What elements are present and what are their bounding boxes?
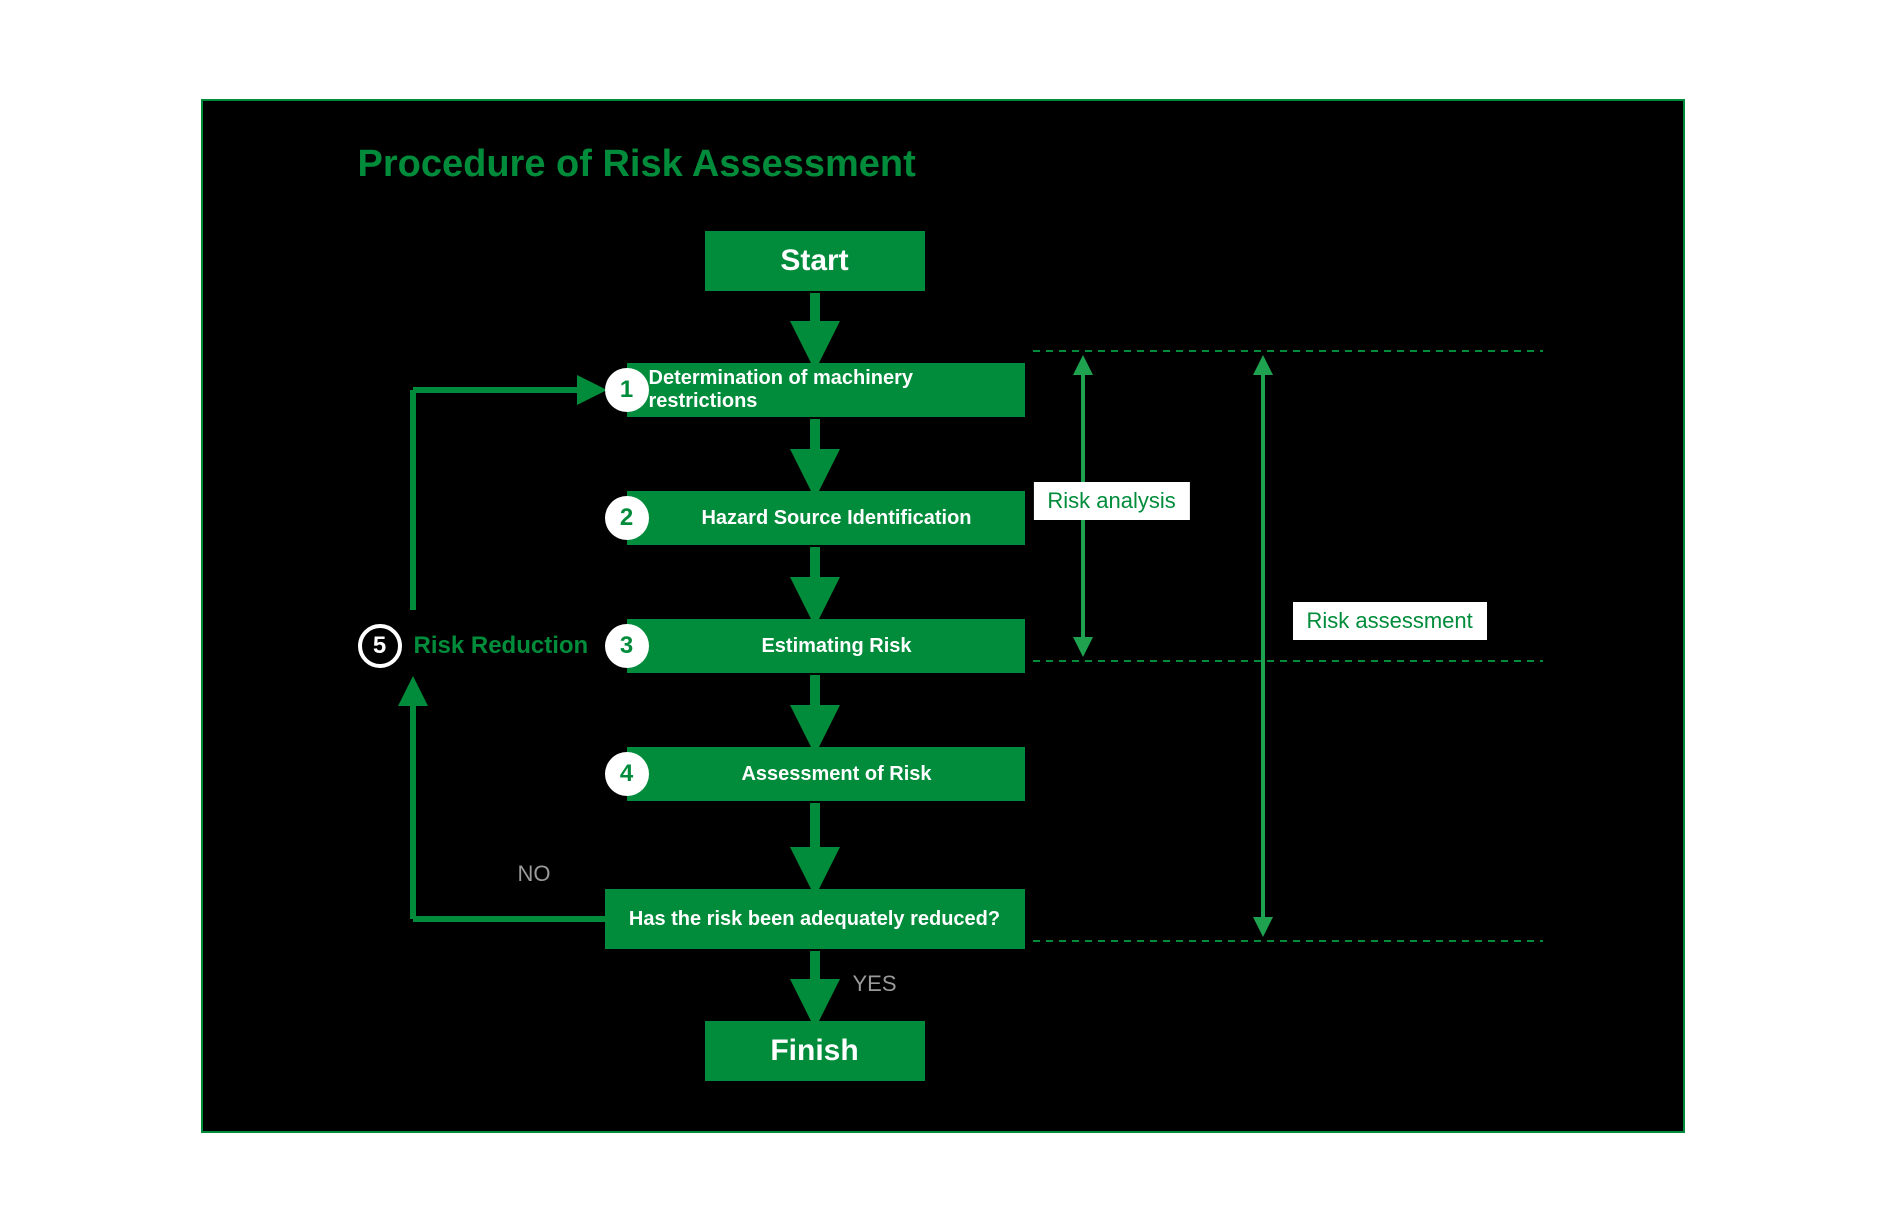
step-5: 5 Risk Reduction: [358, 624, 589, 668]
finish-box: Finish: [705, 1021, 925, 1081]
step-3-number: 3: [605, 624, 649, 668]
step-5-number: 5: [358, 624, 402, 668]
step-1-number: 1: [605, 368, 649, 412]
step-2-number: 2: [605, 496, 649, 540]
step-4: Assessment of Risk4: [605, 747, 1025, 801]
step-4-label: Assessment of Risk: [627, 747, 1025, 801]
step-3-label: Estimating Risk: [627, 619, 1025, 673]
step-3: Estimating Risk3: [605, 619, 1025, 673]
start-box: Start: [705, 231, 925, 291]
page-title: Procedure of Risk Assessment: [358, 143, 916, 186]
step-2: Hazard Source Identification2: [605, 491, 1025, 545]
bracket-label-assessment: Risk assessment: [1293, 602, 1487, 640]
path-label-yes: YES: [853, 971, 897, 997]
decision-box: Has the risk been adequately reduced?: [605, 889, 1025, 949]
step-2-label: Hazard Source Identification: [627, 491, 1025, 545]
step-4-number: 4: [605, 752, 649, 796]
step-5-label: Risk Reduction: [414, 632, 589, 660]
step-1-label: Determination of machinery restrictions: [627, 363, 1025, 417]
step-1: Determination of machinery restrictions1: [605, 363, 1025, 417]
bracket-label-analysis: Risk analysis: [1033, 482, 1189, 520]
path-label-no: NO: [518, 861, 551, 887]
